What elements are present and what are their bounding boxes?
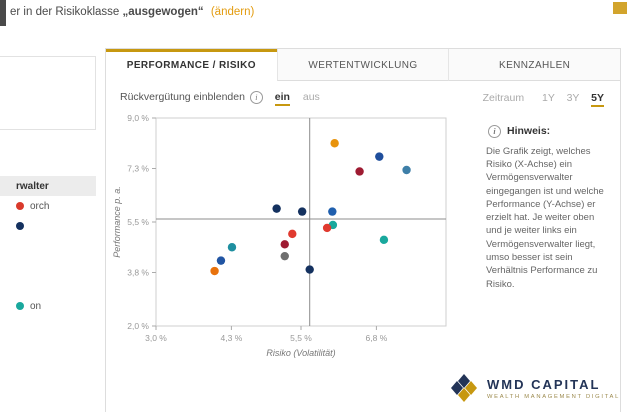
period-selector: Zeitraum 1Y 3Y 5Y: [482, 91, 604, 107]
hinweis-panel: i Hinweis: Die Grafik zeigt, welches Ris…: [480, 108, 616, 367]
sidebar-item-label: rwalter: [16, 180, 49, 192]
data-point[interactable]: [402, 165, 411, 175]
scatter-chart[interactable]: 3,0 % 4,3 % 5,5 % 6,8 % 2,0 % 3,8 % 5,5 % 7,3 %…: [110, 108, 480, 367]
data-point[interactable]: [305, 265, 314, 274]
data-point[interactable]: [375, 152, 384, 161]
period-5y[interactable]: 5Y: [591, 91, 604, 107]
y-tick-label: 9,0 %: [127, 113, 149, 123]
sidebar-item[interactable]: orch: [0, 196, 96, 216]
sidebar-item[interactable]: [0, 216, 96, 236]
logo-tagline: WEALTH MANAGEMENT DIGITAL: [486, 393, 620, 400]
data-point[interactable]: [328, 207, 337, 216]
scatter-svg[interactable]: 3,0 % 4,3 % 5,5 % 6,8 % 2,0 % 3,8 % 5,5 % 7,3 %…: [110, 108, 478, 362]
rebate-toggle-group: Rückvergütung einblenden i ein aus: [120, 91, 320, 106]
card-body: 3,0 % 4,3 % 5,5 % 6,8 % 2,0 % 3,8 % 5,5 % 7,3 %…: [106, 106, 620, 367]
tab-performance-risiko[interactable]: PERFORMANCE / RISIKO: [106, 49, 277, 81]
x-tick-label: 5,5 %: [290, 333, 312, 343]
sidebar-item-label: orch: [30, 200, 50, 212]
period-label: Zeitraum: [482, 91, 525, 104]
wmd-diamond-icon: [450, 374, 477, 402]
data-point[interactable]: [322, 223, 332, 233]
performance-card: PERFORMANCE / RISIKO WERTENTWICKLUNG KEN…: [105, 48, 621, 412]
page-title: er in der Risikoklasse „ausgewogen“ (änd…: [10, 6, 254, 18]
y-tick-label: 2,0 %: [127, 321, 149, 331]
change-link[interactable]: (ändern): [210, 6, 255, 18]
brand-square-icon: [613, 2, 627, 14]
data-point[interactable]: [280, 240, 289, 249]
x-tick-label: 3,0 %: [145, 333, 167, 343]
hinweis-title-text: Hinweis:: [507, 125, 551, 137]
logo-text: WMD CAPITAL WEALTH MANAGEMENT DIGITAL: [487, 377, 620, 400]
rebate-label: Rückvergütung einblenden: [120, 91, 245, 103]
sidebar-item[interactable]: [0, 236, 96, 256]
x-axis-label: Risiko (Volatilität): [266, 348, 335, 358]
sidebar-item[interactable]: on: [0, 296, 96, 316]
wmd-capital-logo: WMD CAPITAL WEALTH MANAGEMENT DIGITAL: [448, 372, 620, 404]
logo-name: WMD CAPITAL: [486, 376, 601, 392]
rebate-on-option[interactable]: ein: [274, 91, 290, 106]
sidebar-item-dot: [16, 222, 24, 230]
data-point[interactable]: [288, 229, 297, 239]
tab-kennzahlen[interactable]: KENNZAHLEN: [448, 49, 621, 81]
data-point[interactable]: [272, 204, 281, 213]
rebate-off-option[interactable]: aus: [302, 91, 320, 103]
data-point[interactable]: [216, 256, 226, 265]
period-3y[interactable]: 3Y: [566, 91, 580, 104]
data-point[interactable]: [379, 235, 389, 245]
x-tick-label: 6,8 %: [366, 333, 388, 343]
hinweis-text: Die Grafik zeigt, welches Risiko (X-Achs…: [486, 145, 604, 290]
x-tick-label: 4,3 %: [221, 333, 243, 343]
period-1y[interactable]: 1Y: [542, 91, 555, 104]
chart-controls: Rückvergütung einblenden i ein aus Zeitr…: [106, 81, 620, 107]
sidebar-item-dot: [16, 302, 24, 310]
info-icon: i: [488, 124, 501, 138]
data-point[interactable]: [280, 251, 289, 261]
sidebar-item[interactable]: [0, 276, 96, 296]
y-axis-label: Performance p. a.: [112, 186, 122, 258]
y-tick-label: 3,8 %: [127, 268, 149, 278]
data-point[interactable]: [330, 139, 339, 148]
data-point[interactable]: [297, 207, 307, 216]
sidebar-item[interactable]: rwalter: [0, 176, 96, 196]
sidebar: rwalter orch on: [0, 56, 96, 316]
sidebar-item[interactable]: [0, 156, 96, 176]
data-point[interactable]: [227, 243, 237, 252]
sidebar-list: rwalter orch on: [0, 156, 96, 316]
y-tick-label: 5,5 %: [127, 217, 149, 227]
sidebar-item-label: on: [30, 300, 42, 312]
y-tick-label: 7,3 %: [127, 164, 149, 174]
tab-wertentwicklung[interactable]: WERTENTWICKLUNG: [276, 49, 449, 81]
hinweis-title: i Hinweis:: [486, 124, 608, 139]
cutoff-nav-fragment: [0, 0, 6, 26]
info-icon[interactable]: i: [249, 91, 263, 104]
data-point[interactable]: [355, 167, 364, 176]
tab-bar: PERFORMANCE / RISIKO WERTENTWICKLUNG KEN…: [106, 49, 621, 81]
sidebar-item-dot: [16, 202, 24, 210]
title-prefix: er in der Risikoklasse: [10, 6, 123, 18]
data-point[interactable]: [210, 266, 219, 276]
sidebar-item[interactable]: [0, 256, 96, 276]
risk-class-label: „ausgewogen“: [122, 6, 204, 18]
sidebar-filter-box: [0, 56, 96, 130]
